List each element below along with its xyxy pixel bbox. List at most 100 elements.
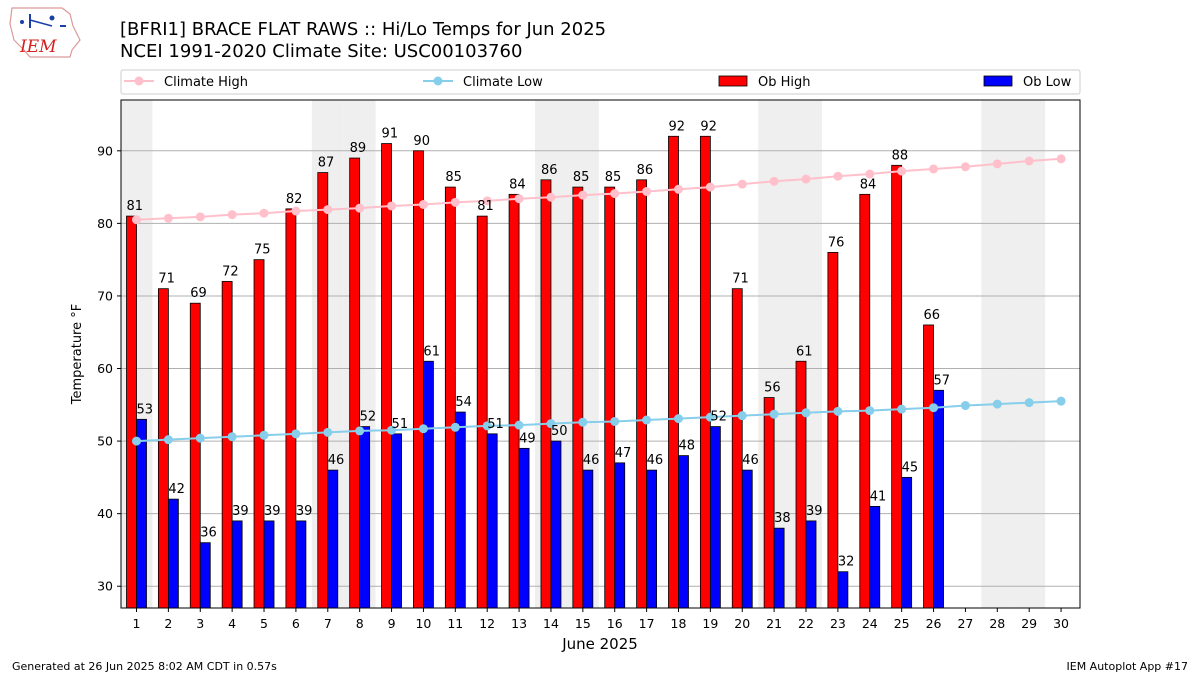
ob-high-value-label: 85 <box>573 170 590 185</box>
climate-high-point-day-5 <box>259 208 269 218</box>
ob-high-bar-day-25 <box>891 164 903 609</box>
ob-high-bar-day-3 <box>189 302 201 609</box>
x-tick-label: 8 <box>356 616 364 631</box>
climate-low-point-day-30 <box>1056 396 1066 406</box>
ob-low-bar-day-10 <box>423 360 434 609</box>
chart-subtitle: NCEI 1991-2020 Climate Site: USC00103760 <box>120 41 522 62</box>
ob-high-value-label: 82 <box>286 192 303 207</box>
climate-high-point-day-14 <box>546 192 556 202</box>
climate-high-point-day-17 <box>642 186 652 196</box>
ob-high-value-label: 89 <box>350 141 367 156</box>
ob-low-value-label: 49 <box>519 431 536 446</box>
legend-marker-climate-low <box>433 76 443 86</box>
ob-high-value-label: 86 <box>637 163 654 178</box>
climate-low-point-day-11 <box>450 422 460 432</box>
ob-low-bar-day-26 <box>933 389 944 609</box>
ob-low-value-label: 61 <box>423 344 440 359</box>
ob-high-bar-day-21 <box>763 397 775 609</box>
ob-low-bar-day-12 <box>486 433 498 609</box>
x-tick-label: 16 <box>607 616 623 631</box>
climate-low-point-day-27 <box>960 401 970 411</box>
ob-low-bar-day-3 <box>199 542 211 609</box>
ob-low-bar-day-9 <box>391 433 402 609</box>
legend-frame <box>120 69 1081 95</box>
climate-high-point-day-24 <box>865 169 875 179</box>
climate-high-point-day-23 <box>833 171 843 181</box>
climate-high-point-day-11 <box>450 197 460 207</box>
ob-low-value-label: 48 <box>678 439 695 454</box>
ob-high-value-label: 84 <box>860 177 877 192</box>
x-tick-label: 25 <box>894 616 910 631</box>
x-tick-label: 26 <box>926 616 942 631</box>
climate-low-point-day-23 <box>833 406 843 416</box>
ob-high-bar-day-16 <box>604 186 616 609</box>
ob-high-bar-day-23 <box>827 251 839 609</box>
y-tick-label: 90 <box>97 143 113 158</box>
ob-low-bar-day-17 <box>646 469 658 609</box>
climate-high-point-day-29 <box>1024 156 1034 166</box>
climate-low-point-day-15 <box>578 417 588 427</box>
ob-low-bar-day-25 <box>901 476 913 609</box>
x-tick-label: 27 <box>957 616 973 631</box>
ob-high-value-label: 71 <box>732 272 749 287</box>
ob-low-value-label: 36 <box>200 526 217 541</box>
ob-low-bar-day-18 <box>678 455 689 609</box>
climate-high-point-day-10 <box>418 200 428 210</box>
climate-low-point-day-13 <box>514 420 524 430</box>
ob-low-value-label: 39 <box>264 504 281 519</box>
ob-low-value-label: 54 <box>455 395 472 410</box>
climate-high-point-day-15 <box>578 190 588 200</box>
x-tick-label: 30 <box>1053 616 1069 631</box>
ob-low-bar-day-14 <box>550 440 562 609</box>
ob-high-bar-day-7 <box>317 172 329 609</box>
ob-low-value-label: 39 <box>232 504 249 519</box>
ob-low-bar-day-16 <box>614 462 626 609</box>
climate-high-point-day-27 <box>960 162 970 172</box>
legend-label-climate-high: Climate High <box>164 75 248 90</box>
climate-low-point-day-9 <box>387 425 397 435</box>
climate-high-point-day-13 <box>514 194 524 204</box>
climate-high-point-day-7 <box>323 205 333 215</box>
ob-low-value-label: 47 <box>615 446 632 461</box>
climate-low-point-day-22 <box>801 408 811 418</box>
ob-low-bar-day-11 <box>454 411 466 609</box>
climate-low-point-day-18 <box>673 414 683 424</box>
x-tick-label: 9 <box>388 616 396 631</box>
ob-high-value-label: 81 <box>477 199 494 214</box>
ob-high-value-label: 85 <box>445 170 462 185</box>
x-tick-label: 14 <box>543 616 559 631</box>
legend-label-ob-low: Ob Low <box>1023 75 1072 90</box>
climate-high-point-day-12 <box>482 196 492 206</box>
y-tick-label: 50 <box>97 434 113 449</box>
climate-high-point-day-21 <box>769 176 779 186</box>
ob-high-bar-day-22 <box>795 360 807 609</box>
ob-high-bar-day-10 <box>413 150 424 609</box>
climate-low-point-day-25 <box>897 404 907 414</box>
ob-low-bar-day-13 <box>518 447 530 609</box>
climate-low-point-day-4 <box>227 432 237 442</box>
x-tick-label: 19 <box>702 616 718 631</box>
ob-high-value-label: 88 <box>892 148 909 163</box>
legend-swatch-ob-low <box>983 75 1013 87</box>
x-tick-label: 28 <box>989 616 1005 631</box>
climate-high-point-day-22 <box>801 174 811 184</box>
weekend-band-day-29 <box>1013 100 1046 608</box>
legend-item-climate-high: Climate High <box>124 75 248 90</box>
ob-high-value-label: 87 <box>318 156 335 171</box>
climate-high-point-day-2 <box>163 213 173 223</box>
ob-low-value-label: 53 <box>137 402 154 417</box>
y-axis: 30 40 50 60 70 80 90 <box>97 143 121 594</box>
ob-low-value-label: 41 <box>870 489 887 504</box>
climate-low-point-day-16 <box>610 416 620 426</box>
legend-item-climate-low: Climate Low <box>423 75 543 90</box>
x-tick-label: 15 <box>575 616 591 631</box>
ob-high-bar-day-26 <box>923 324 934 609</box>
climate-high-point-day-26 <box>929 164 939 174</box>
ob-high-value-label: 72 <box>222 264 239 279</box>
bars <box>126 135 944 609</box>
ob-low-value-label: 38 <box>774 511 791 526</box>
climate-low-point-day-29 <box>1024 398 1034 408</box>
ob-high-bar-day-8 <box>349 157 361 609</box>
ob-high-bar-day-9 <box>381 143 392 609</box>
x-tick-label: 24 <box>862 616 878 631</box>
